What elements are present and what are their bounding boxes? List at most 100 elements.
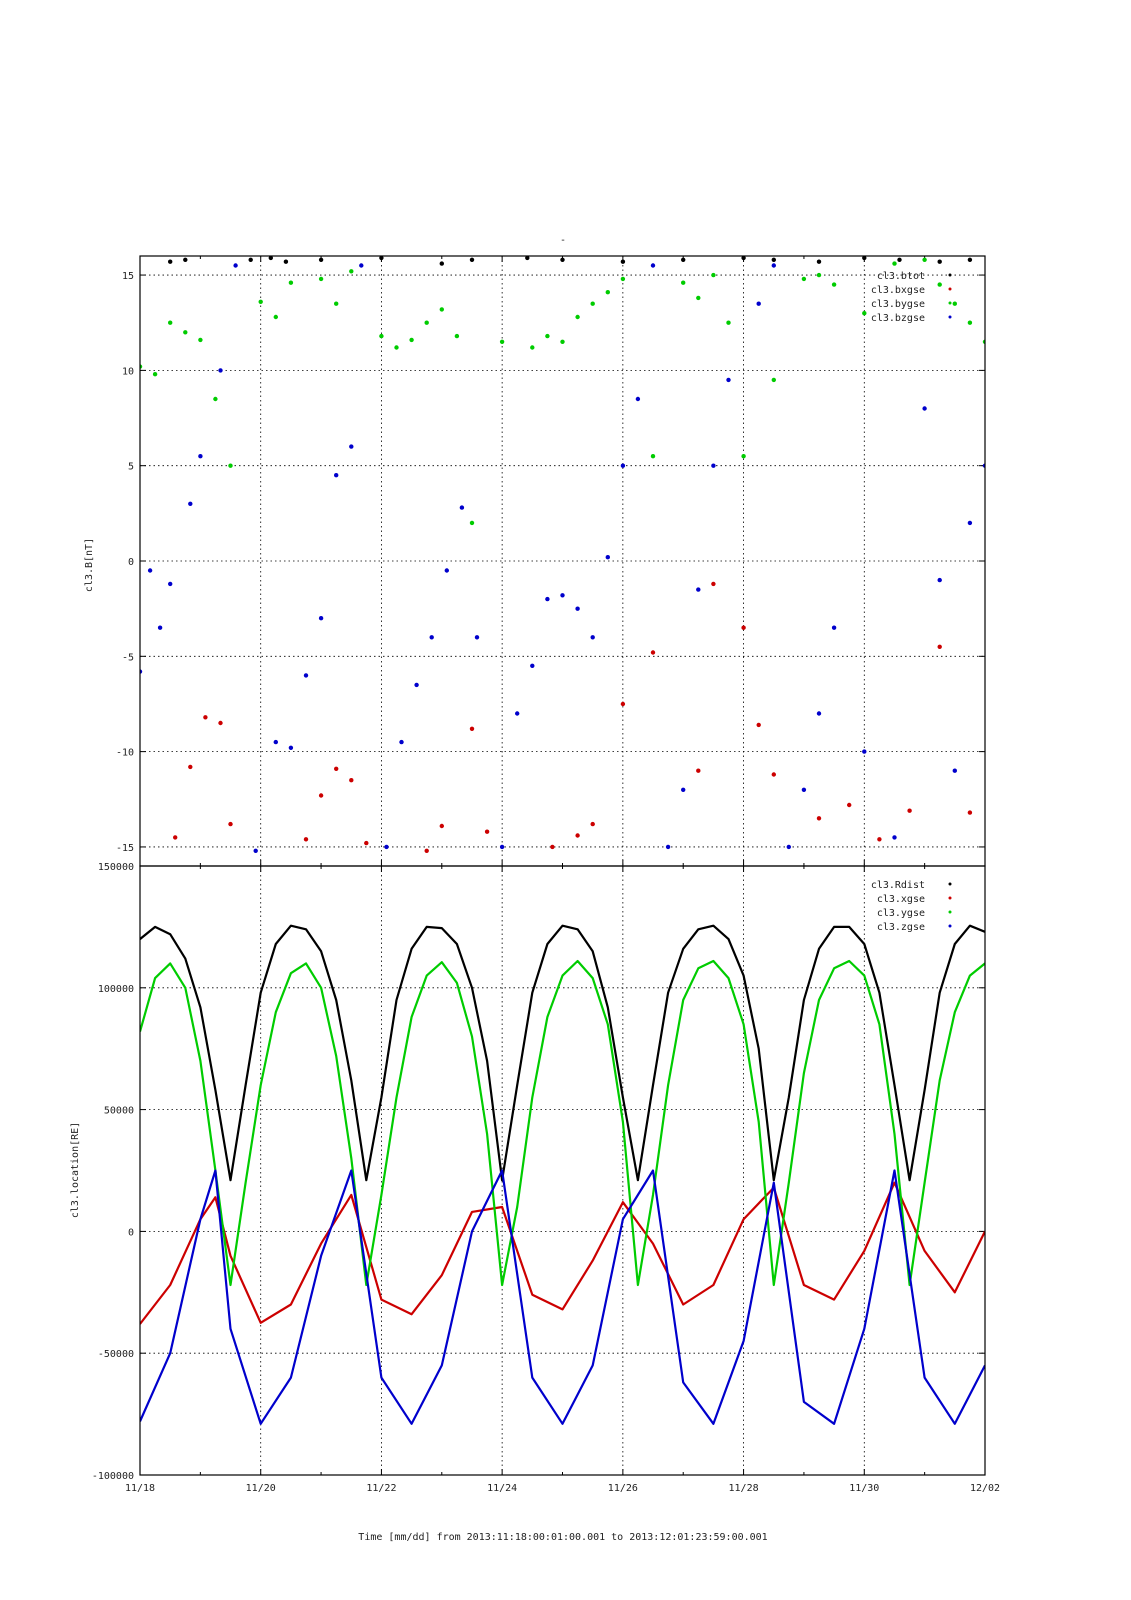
data-point-cl3-bzgse — [515, 711, 520, 716]
data-point-cl3-bxgse — [218, 720, 223, 726]
data-point-cl3-bygse — [379, 333, 384, 339]
x-tick-label: 11/22 — [366, 1483, 396, 1494]
data-point-cl3-bzgse — [922, 406, 927, 411]
data-point-cl3-bxgse — [696, 768, 701, 773]
data-point-cl3-bxgse — [877, 837, 882, 842]
data-point-cl3-bzgse — [967, 520, 973, 526]
data-point-cl3-bxgse — [771, 772, 776, 777]
legend-swatch — [948, 924, 952, 928]
legend-label: cl3.Rdist — [871, 880, 925, 891]
y-tick-label: 5 — [128, 462, 134, 473]
data-point-cl3-btot — [937, 259, 942, 264]
data-point-cl3-bzgse — [756, 301, 761, 306]
data-point-cl3-bygse — [696, 295, 701, 301]
data-point-cl3-bxgse — [349, 778, 354, 783]
data-point-cl3-bygse — [967, 320, 973, 325]
data-point-cl3-btot — [283, 259, 289, 264]
data-point-cl3-bzgse — [303, 673, 309, 678]
y-tick-label: -10 — [116, 748, 134, 759]
data-point-cl3-bzgse — [273, 739, 278, 745]
data-point-cl3-bygse — [409, 337, 414, 343]
data-point-cl3-bzgse — [831, 625, 837, 630]
data-point-cl3-bzgse — [530, 663, 535, 668]
data-point-cl3-bxgse — [937, 644, 942, 649]
data-point-cl3-bxgse — [228, 821, 233, 827]
data-point-cl3-bygse — [213, 396, 218, 402]
data-point-cl3-bzgse — [726, 377, 731, 383]
data-point-cl3-bygse — [424, 320, 429, 325]
data-point-cl3-bygse — [228, 463, 233, 468]
data-point-cl3-bzgse — [665, 844, 671, 850]
data-point-cl3-bxgse — [469, 726, 475, 731]
data-point-cl3-btot — [318, 257, 324, 262]
data-point-cl3-btot — [469, 257, 475, 262]
legend-swatch — [948, 301, 952, 305]
data-point-cl3-btot — [525, 256, 530, 261]
data-point-cl3-bygse — [454, 333, 460, 339]
data-point-cl3-bxgse — [550, 844, 555, 850]
data-point-cl3-bygse — [892, 261, 897, 266]
data-point-cl3-bygse — [771, 377, 776, 383]
y-tick-label: 100000 — [98, 984, 134, 995]
data-point-cl3-bxgse — [847, 802, 852, 808]
y-tick-label: -50000 — [98, 1349, 134, 1360]
data-point-cl3-bxgse — [756, 722, 761, 728]
bottom-y-axis-label: cl3.location[RE] — [70, 1122, 81, 1218]
data-point-cl3-bygse — [590, 301, 595, 306]
data-point-cl3-bzgse — [399, 739, 404, 745]
data-point-cl3-bygse — [168, 320, 173, 325]
data-point-cl3-bzgse — [816, 711, 822, 716]
data-point-cl3-bygse — [862, 311, 867, 316]
data-point-cl3-bzgse — [545, 596, 550, 602]
data-point-cl3-bygse — [545, 333, 550, 339]
data-point-cl3-bygse — [952, 301, 957, 306]
data-point-cl3-bzgse — [198, 454, 203, 459]
data-point-cl3-bygse — [349, 269, 354, 274]
data-point-cl3-bzgse — [384, 844, 389, 850]
y-tick-label: -100000 — [92, 1471, 134, 1482]
data-point-cl3-bygse — [681, 280, 686, 285]
data-point-cl3-bzgse — [218, 368, 223, 373]
data-point-cl3-bygse — [334, 301, 339, 306]
data-point-cl3-bzgse — [233, 263, 238, 268]
data-point-cl3-bzgse — [620, 463, 626, 468]
data-point-cl3-bygse — [198, 337, 203, 343]
x-tick-label: 11/20 — [246, 1483, 276, 1494]
data-point-cl3-bxgse — [816, 816, 822, 821]
data-point-cl3-bygse — [439, 307, 444, 312]
data-point-cl3-bygse — [499, 339, 505, 344]
series-line-cl3-zgse — [140, 1169, 985, 1425]
data-point-cl3-bygse — [605, 290, 610, 295]
data-point-cl3-bygse — [288, 280, 294, 285]
data-point-cl3-bzgse — [681, 787, 686, 792]
x-tick-label: 11/18 — [125, 1483, 155, 1494]
data-point-cl3-btot — [379, 256, 384, 261]
data-point-cl3-bzgse — [359, 263, 364, 268]
data-point-cl3-bxgse — [173, 835, 178, 840]
data-point-cl3-bxgse — [303, 837, 309, 842]
data-point-cl3-bygse — [318, 276, 324, 282]
legend-swatch — [948, 315, 952, 319]
legend-label: cl3.xgse — [877, 894, 925, 905]
data-point-cl3-bxgse — [650, 650, 656, 655]
data-point-cl3-bygse — [258, 299, 263, 304]
data-point-cl3-bzgse — [937, 577, 942, 583]
data-point-cl3-btot — [897, 257, 902, 262]
data-point-cl3-bygse — [711, 272, 716, 278]
top-y-axis-label: cl3.B[nT] — [84, 538, 95, 592]
data-point-cl3-bzgse — [349, 444, 354, 449]
data-point-cl3-bzgse — [560, 593, 565, 598]
y-tick-label: 0 — [128, 557, 134, 568]
data-point-cl3-bygse — [183, 330, 188, 335]
data-point-cl3-bygse — [560, 339, 565, 344]
data-point-cl3-bygse — [741, 454, 746, 459]
data-point-cl3-btot — [248, 257, 253, 262]
y-tick-label: 150000 — [98, 862, 134, 873]
data-point-cl3-bzgse — [952, 768, 957, 773]
legend-label: cl3.zgse — [877, 922, 925, 933]
plot-frame — [139, 865, 986, 1476]
series-line-cl3-ygse — [140, 959, 985, 1287]
data-point-cl3-bzgse — [157, 625, 163, 630]
data-point-cl3-bzgse — [414, 682, 419, 688]
